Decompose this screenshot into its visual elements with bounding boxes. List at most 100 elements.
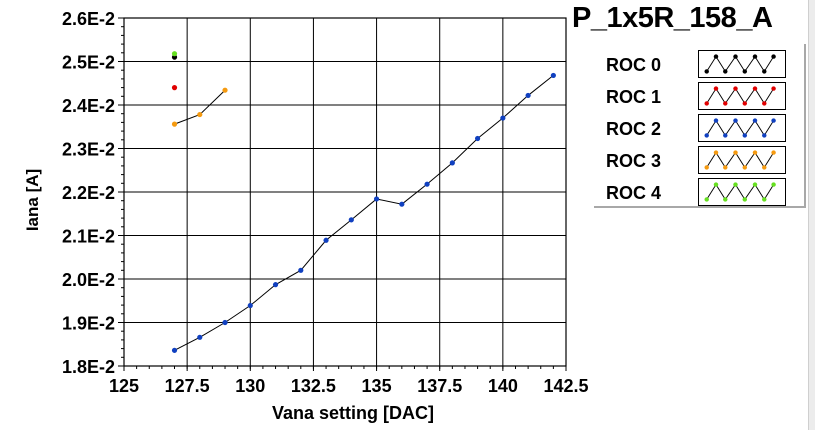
legend-label: ROC 0	[606, 55, 662, 75]
x-tick-label: 130	[235, 376, 265, 396]
legend-marker	[704, 69, 709, 74]
data-point	[550, 72, 556, 79]
series-roc-2	[171, 72, 556, 353]
data-point	[424, 181, 430, 187]
data-point	[171, 51, 178, 57]
legend-marker	[704, 165, 709, 170]
legend-marker	[771, 150, 776, 155]
y-tick-label: 2.5E-2	[62, 53, 115, 73]
x-tick-label: 125	[109, 376, 139, 396]
chart-title: P_1x5R_158_A	[572, 2, 773, 34]
legend-marker	[742, 197, 748, 202]
legend: ROC 0 ROC 1 ROC 2 ROC 3 ROC 4	[594, 44, 806, 208]
legend-marker	[742, 101, 748, 106]
data-point	[323, 237, 329, 243]
x-tick-label: 127.5	[165, 376, 210, 396]
series-roc-4	[171, 51, 178, 57]
legend-marker	[733, 182, 738, 187]
legend-label: ROC 2	[606, 119, 662, 139]
legend-line	[706, 183, 774, 201]
legend-marker	[762, 133, 767, 138]
legend-marker	[713, 182, 719, 187]
legend-marker	[771, 54, 776, 59]
legend-label: ROC 4	[606, 183, 662, 203]
x-tick-label: 142.5	[543, 376, 588, 396]
legend-line	[706, 87, 774, 105]
legend-marker	[713, 150, 719, 155]
x-tick-label: 137.5	[417, 376, 462, 396]
data-point	[222, 319, 228, 326]
legend-marker	[752, 182, 758, 187]
axes	[118, 17, 567, 371]
legend-line	[706, 55, 774, 73]
legend-marker	[713, 118, 719, 123]
legend-marker	[771, 118, 776, 123]
legend-marker	[762, 165, 767, 170]
data-point	[171, 121, 178, 127]
data-point	[525, 92, 531, 99]
legend-marker	[762, 197, 767, 202]
y-tick-label: 2.3E-2	[62, 140, 115, 160]
series-roc-3	[171, 87, 228, 127]
legend-swatch	[698, 146, 786, 174]
legend-line	[706, 119, 774, 137]
plot-frame	[123, 17, 567, 367]
legend-swatch	[698, 82, 786, 110]
legend-item-roc-3: ROC 3	[594, 146, 794, 174]
legend-marker	[713, 54, 719, 59]
x-tick-label: 132.5	[291, 376, 336, 396]
legend-item-roc-0: ROC 0	[594, 50, 794, 78]
legend-marker	[752, 150, 758, 155]
series-roc-1	[171, 85, 178, 91]
legend-marker	[752, 54, 758, 59]
legend-marker	[723, 197, 728, 202]
y-tick-label: 2.2E-2	[62, 183, 115, 203]
legend-marker	[723, 165, 728, 170]
legend-marker	[733, 150, 738, 155]
data-point	[247, 302, 253, 309]
legend-marker	[762, 69, 767, 74]
legend-marker	[771, 182, 776, 187]
y-tick-label: 2.4E-2	[62, 96, 115, 116]
legend-marker	[704, 101, 709, 106]
y-tick-label: 2.0E-2	[62, 270, 115, 290]
legend-item-roc-1: ROC 1	[594, 82, 794, 110]
data-point	[298, 267, 304, 273]
window-edge-scrollbar	[808, 0, 815, 430]
legend-marker	[704, 133, 709, 138]
legend-marker	[752, 118, 758, 123]
legend-item-roc-2: ROC 2	[594, 114, 794, 142]
legend-marker	[723, 101, 728, 106]
series-line	[174, 75, 554, 351]
legend-item-roc-4: ROC 4	[594, 178, 794, 206]
legend-marker	[752, 86, 758, 91]
legend-swatch	[698, 114, 786, 142]
y-tick-label: 1.9E-2	[62, 314, 115, 334]
legend-marker	[704, 197, 709, 202]
data-point	[197, 334, 203, 340]
data-series	[171, 51, 556, 353]
legend-marker	[771, 86, 776, 91]
data-point	[348, 217, 354, 223]
legend-marker	[762, 101, 767, 106]
legend-swatch	[698, 178, 786, 206]
data-point	[399, 201, 405, 207]
x-tick-label: 140	[488, 376, 518, 396]
data-point	[500, 115, 506, 121]
legend-line	[706, 151, 774, 169]
legend-marker	[733, 118, 738, 123]
legend-marker	[742, 165, 748, 170]
legend-marker	[733, 86, 738, 91]
y-tick-label: 2.1E-2	[62, 227, 115, 247]
y-tick-labels: 1.8E-2 1.9E-2 2.0E-2 2.1E-2 2.2E-2 2.3E-2 2.4E…	[62, 9, 115, 377]
legend-label: ROC 1	[606, 87, 662, 107]
x-tick-labels: 125 127.5 130 132.5 135 137.5 140 142.5	[109, 376, 589, 396]
series-line	[174, 89, 226, 125]
legend-marker	[723, 133, 728, 138]
legend-marker	[733, 54, 738, 59]
legend-marker	[742, 69, 748, 74]
y-tick-label: 1.8E-2	[62, 357, 115, 377]
data-point	[373, 196, 380, 202]
data-point	[197, 111, 203, 118]
